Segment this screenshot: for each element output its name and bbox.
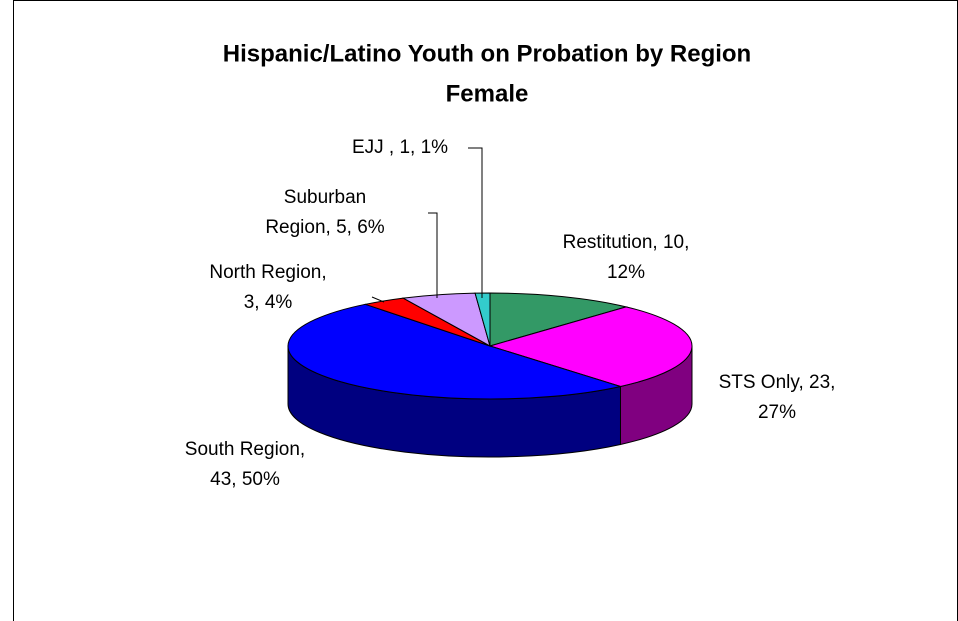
data-label: EJJ , 1, 1% [352, 137, 448, 158]
slice [489, 292, 629, 347]
data-label: STS Only, 23, [719, 372, 836, 393]
data-label: 43, 50% [210, 469, 280, 490]
leader-line [428, 212, 438, 298]
slice [287, 303, 623, 400]
leader-line [371, 296, 385, 303]
slice [474, 292, 491, 347]
leader-line [468, 147, 483, 298]
slice [488, 306, 693, 387]
data-label: Restitution, 10, [563, 232, 690, 253]
data-label: South Region, [185, 439, 305, 460]
data-label: 12% [607, 262, 645, 283]
data-label: North Region, [209, 262, 326, 283]
chart-title: Hispanic/Latino Youth on Probation by Re… [223, 40, 751, 67]
chart-subtitle: Female [446, 80, 529, 107]
data-label: Suburban [284, 187, 366, 208]
data-label: 27% [758, 402, 796, 423]
data-label: Region, 5, 6% [265, 217, 384, 238]
data-label: 3, 4% [244, 292, 293, 313]
